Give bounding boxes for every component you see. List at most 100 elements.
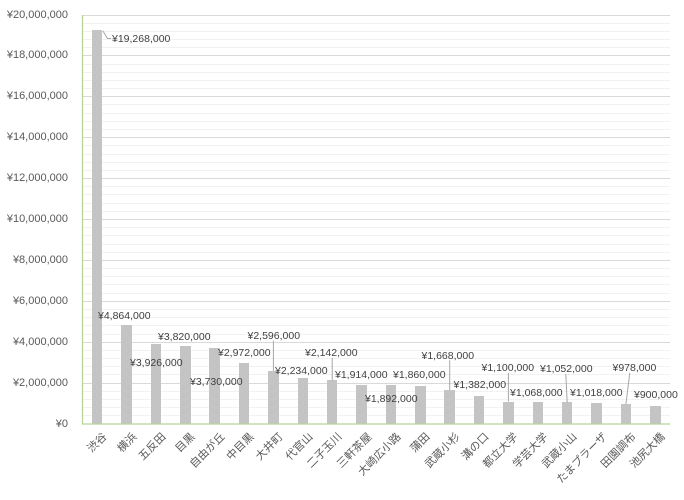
data-label: ¥1,068,000 xyxy=(510,386,563,399)
major-gridline xyxy=(82,178,670,180)
chart-bar xyxy=(620,403,632,424)
chart-bar xyxy=(444,389,455,424)
data-label: ¥1,100,000 xyxy=(481,362,535,374)
major-gridline xyxy=(82,55,670,57)
y-axis-tick-label: ¥12,000,000 xyxy=(6,172,68,185)
minor-gridline xyxy=(82,366,670,368)
minor-gridline xyxy=(82,407,670,409)
y-axis-tick-label: ¥16,000,000 xyxy=(6,90,68,103)
data-label: ¥1,668,000 xyxy=(421,349,475,362)
minor-gridline xyxy=(82,276,670,278)
data-label: ¥978,000 xyxy=(612,362,657,374)
data-label: ¥2,142,000 xyxy=(305,347,358,359)
data-label: ¥1,892,000 xyxy=(365,393,418,405)
major-gridline xyxy=(82,14,670,16)
chart-bar xyxy=(532,402,544,424)
chart-bar xyxy=(561,402,573,424)
data-label: ¥3,926,000 xyxy=(130,357,183,369)
minor-gridline xyxy=(82,63,670,65)
y-axis-tick-label: ¥8,000,000 xyxy=(12,253,68,266)
data-label: ¥1,860,000 xyxy=(393,369,446,381)
data-label-leader-line xyxy=(102,30,111,39)
chart-bar xyxy=(297,378,309,424)
chart-bar xyxy=(268,370,279,424)
y-axis-tick-label: ¥2,000,000 xyxy=(12,376,68,389)
minor-gridline xyxy=(82,22,670,24)
data-label: ¥2,972,000 xyxy=(218,346,271,359)
minor-gridline xyxy=(82,129,670,131)
minor-gridline xyxy=(82,47,670,49)
data-label: ¥2,234,000 xyxy=(275,364,328,377)
minor-gridline xyxy=(82,112,670,114)
major-gridline xyxy=(82,96,670,98)
chart-bar xyxy=(385,385,397,424)
minor-gridline xyxy=(82,153,670,155)
data-label: ¥1,914,000 xyxy=(335,369,388,381)
chart-bar xyxy=(650,405,661,424)
minor-gridline xyxy=(82,325,670,327)
chart-bar xyxy=(356,384,367,424)
major-gridline xyxy=(82,259,670,261)
minor-gridline xyxy=(82,308,670,310)
minor-gridline xyxy=(82,30,670,32)
data-label: ¥900,000 xyxy=(634,389,678,401)
minor-gridline xyxy=(82,104,670,106)
major-gridline xyxy=(82,137,670,139)
data-label: ¥1,052,000 xyxy=(540,363,593,375)
minor-gridline xyxy=(82,374,670,376)
y-axis-tick-label: ¥18,000,000 xyxy=(6,49,68,62)
chart-bar xyxy=(150,343,162,424)
minor-gridline xyxy=(82,194,670,196)
chart-bar xyxy=(415,385,426,424)
data-label: ¥1,018,000 xyxy=(570,387,623,399)
data-label: ¥2,596,000 xyxy=(247,329,301,342)
y-axis-tick-label: ¥14,000,000 xyxy=(6,131,68,144)
minor-gridline xyxy=(82,251,670,253)
x-axis-category-label: 渋谷 xyxy=(85,431,110,456)
minor-gridline xyxy=(82,161,670,163)
major-gridline xyxy=(82,219,670,220)
major-gridline xyxy=(82,300,670,302)
minor-gridline xyxy=(82,186,670,188)
data-label: ¥3,820,000 xyxy=(158,330,211,343)
chart-bar xyxy=(238,363,250,424)
minor-gridline xyxy=(82,284,670,286)
minor-gridline xyxy=(82,145,670,147)
minor-gridline xyxy=(82,39,670,41)
minor-gridline xyxy=(82,120,670,122)
minor-gridline xyxy=(82,333,670,335)
major-gridline xyxy=(82,341,670,343)
minor-gridline xyxy=(82,71,670,73)
chart-bar xyxy=(180,345,191,424)
minor-gridline xyxy=(82,292,670,294)
minor-gridline xyxy=(82,79,670,81)
y-axis-tick-label: ¥20,000,000 xyxy=(6,8,68,21)
data-label: ¥1,382,000 xyxy=(453,379,507,391)
data-label: ¥4,864,000 xyxy=(98,309,151,322)
chart-bar xyxy=(473,395,485,424)
major-gridline xyxy=(82,382,670,384)
y-axis-tick-label: ¥0 xyxy=(55,417,68,430)
chart-bar xyxy=(503,401,514,424)
data-label: ¥19,268,000 xyxy=(112,33,171,45)
y-axis-tick-label: ¥6,000,000 xyxy=(12,294,68,307)
minor-gridline xyxy=(82,227,670,229)
minor-gridline xyxy=(82,317,670,319)
minor-gridline xyxy=(82,243,670,245)
y-axis-tick-label: ¥10,000,000 xyxy=(6,213,68,225)
minor-gridline xyxy=(82,235,670,237)
y-axis-tick-label: ¥4,000,000 xyxy=(12,335,68,348)
chart-bar xyxy=(326,380,338,424)
minor-gridline xyxy=(82,349,670,351)
chart-bar xyxy=(91,29,103,424)
minor-gridline xyxy=(82,169,670,171)
chart-bar xyxy=(591,403,602,424)
minor-gridline xyxy=(82,358,670,360)
minor-gridline xyxy=(82,268,670,270)
minor-gridline xyxy=(82,415,670,417)
data-label: ¥3,730,000 xyxy=(190,376,243,388)
minor-gridline xyxy=(82,390,670,392)
chart-bar xyxy=(209,347,220,424)
